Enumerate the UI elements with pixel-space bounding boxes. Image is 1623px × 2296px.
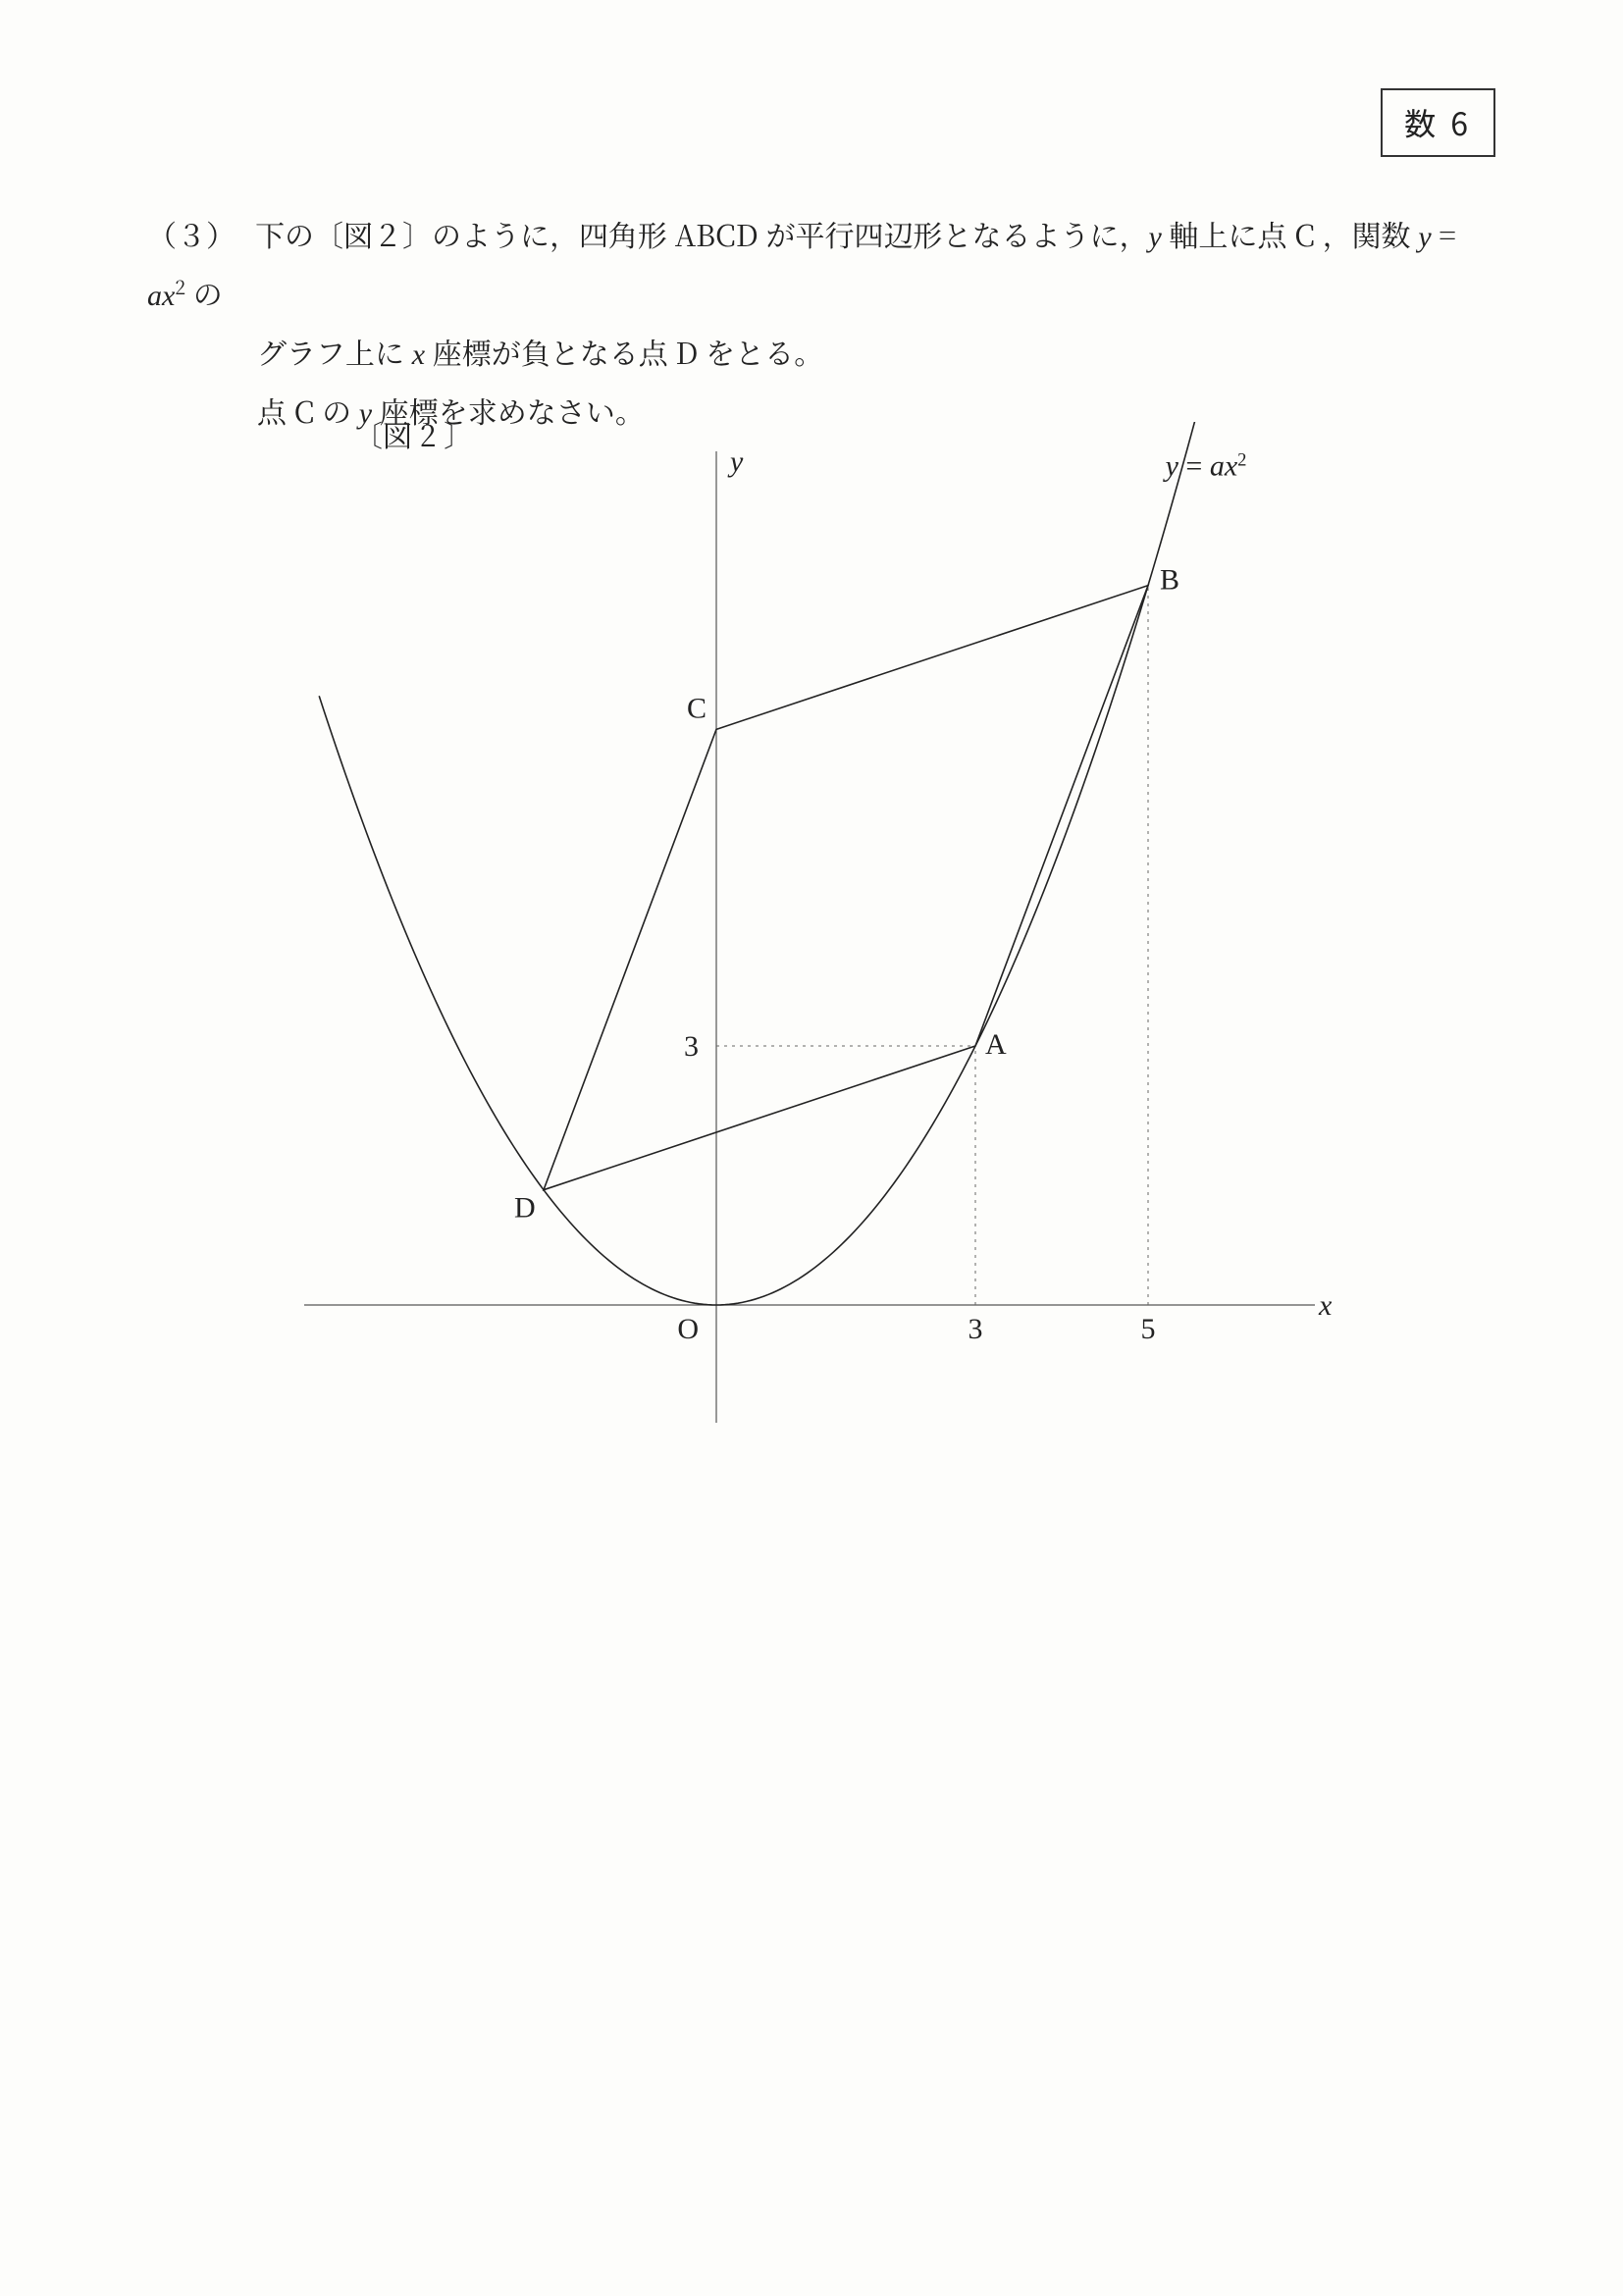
x-axis-label: x bbox=[1318, 1289, 1333, 1322]
problem-eq-y: y bbox=[1418, 221, 1431, 253]
point-a-label: A bbox=[985, 1028, 1007, 1061]
x-tick-5: 5 bbox=[1141, 1313, 1156, 1345]
problem-var-y1: y bbox=[1149, 221, 1162, 253]
problem-line1c: の bbox=[185, 271, 223, 314]
problem-eq-eq: = bbox=[1432, 212, 1456, 255]
y-tick-3: 3 bbox=[684, 1030, 699, 1063]
problem-line1b: 軸上に点 C ，関数 bbox=[1162, 212, 1418, 255]
point-d-label: D bbox=[514, 1192, 536, 1225]
parabola bbox=[319, 422, 1195, 1305]
problem-line2a: グラフ上に bbox=[257, 330, 412, 373]
problem-eq-x: x bbox=[162, 280, 175, 312]
origin-label: O bbox=[677, 1313, 699, 1345]
figure-svg: 3 5 3 Ox y y = ax2 A B C D bbox=[275, 422, 1354, 1501]
page-number-label: 数 6 bbox=[1404, 100, 1472, 145]
parallelogram-abcd bbox=[544, 586, 1148, 1190]
x-tick-3: 3 bbox=[969, 1313, 983, 1345]
figure: 3 5 3 Ox y y = ax2 A B C D bbox=[275, 422, 1354, 1506]
problem-eq-sup: 2 bbox=[175, 273, 185, 300]
problem-eq-a: a bbox=[147, 280, 162, 312]
point-c-label: C bbox=[687, 692, 707, 724]
point-b-label: B bbox=[1160, 564, 1179, 597]
page-number-box: 数 6 bbox=[1381, 88, 1495, 157]
page: 数 6 （３）下の〔図２〕のように，四角形 ABCD が平行四辺形となるように，… bbox=[0, 0, 1623, 2296]
problem-text: （３）下の〔図２〕のように，四角形 ABCD が平行四辺形となるように，y 軸上… bbox=[147, 206, 1492, 442]
y-axis-label: y bbox=[727, 445, 744, 478]
question-number: （３） bbox=[147, 206, 255, 262]
problem-line1a: 下の〔図２〕のように，四角形 ABCD が平行四辺形となるように， bbox=[255, 212, 1149, 255]
problem-line2b: 座標が負となる点 D をとる。 bbox=[425, 330, 823, 373]
curve-equation: y = ax2 bbox=[1163, 449, 1247, 483]
problem-var-x: x bbox=[412, 339, 425, 371]
